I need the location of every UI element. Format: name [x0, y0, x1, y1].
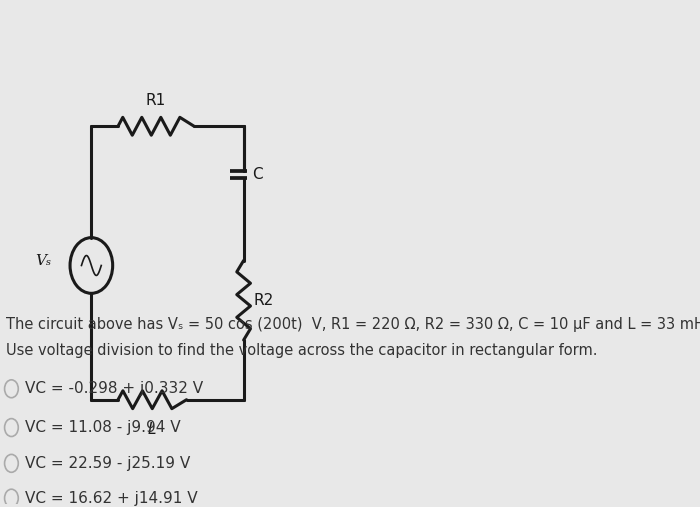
- Text: Use voltage division to find the voltage across the capacitor in rectangular for: Use voltage division to find the voltage…: [6, 343, 598, 358]
- Text: R2: R2: [253, 293, 274, 308]
- Text: R1: R1: [146, 93, 166, 108]
- Text: VC = -0.298 + j0.332 V: VC = -0.298 + j0.332 V: [25, 381, 203, 396]
- Text: The circuit above has Vₛ = 50 cos (200t)  V, R1 = 220 Ω, R2 = 330 Ω, C = 10 μF a: The circuit above has Vₛ = 50 cos (200t)…: [6, 317, 700, 332]
- Text: L: L: [148, 422, 157, 437]
- Text: VC = 22.59 - j25.19 V: VC = 22.59 - j25.19 V: [25, 456, 190, 471]
- Text: VC = 16.62 + j14.91 V: VC = 16.62 + j14.91 V: [25, 491, 197, 505]
- Text: VC = 11.08 - j9.94 V: VC = 11.08 - j9.94 V: [25, 420, 181, 435]
- Text: C: C: [253, 167, 263, 182]
- Text: Vₛ: Vₛ: [36, 254, 52, 268]
